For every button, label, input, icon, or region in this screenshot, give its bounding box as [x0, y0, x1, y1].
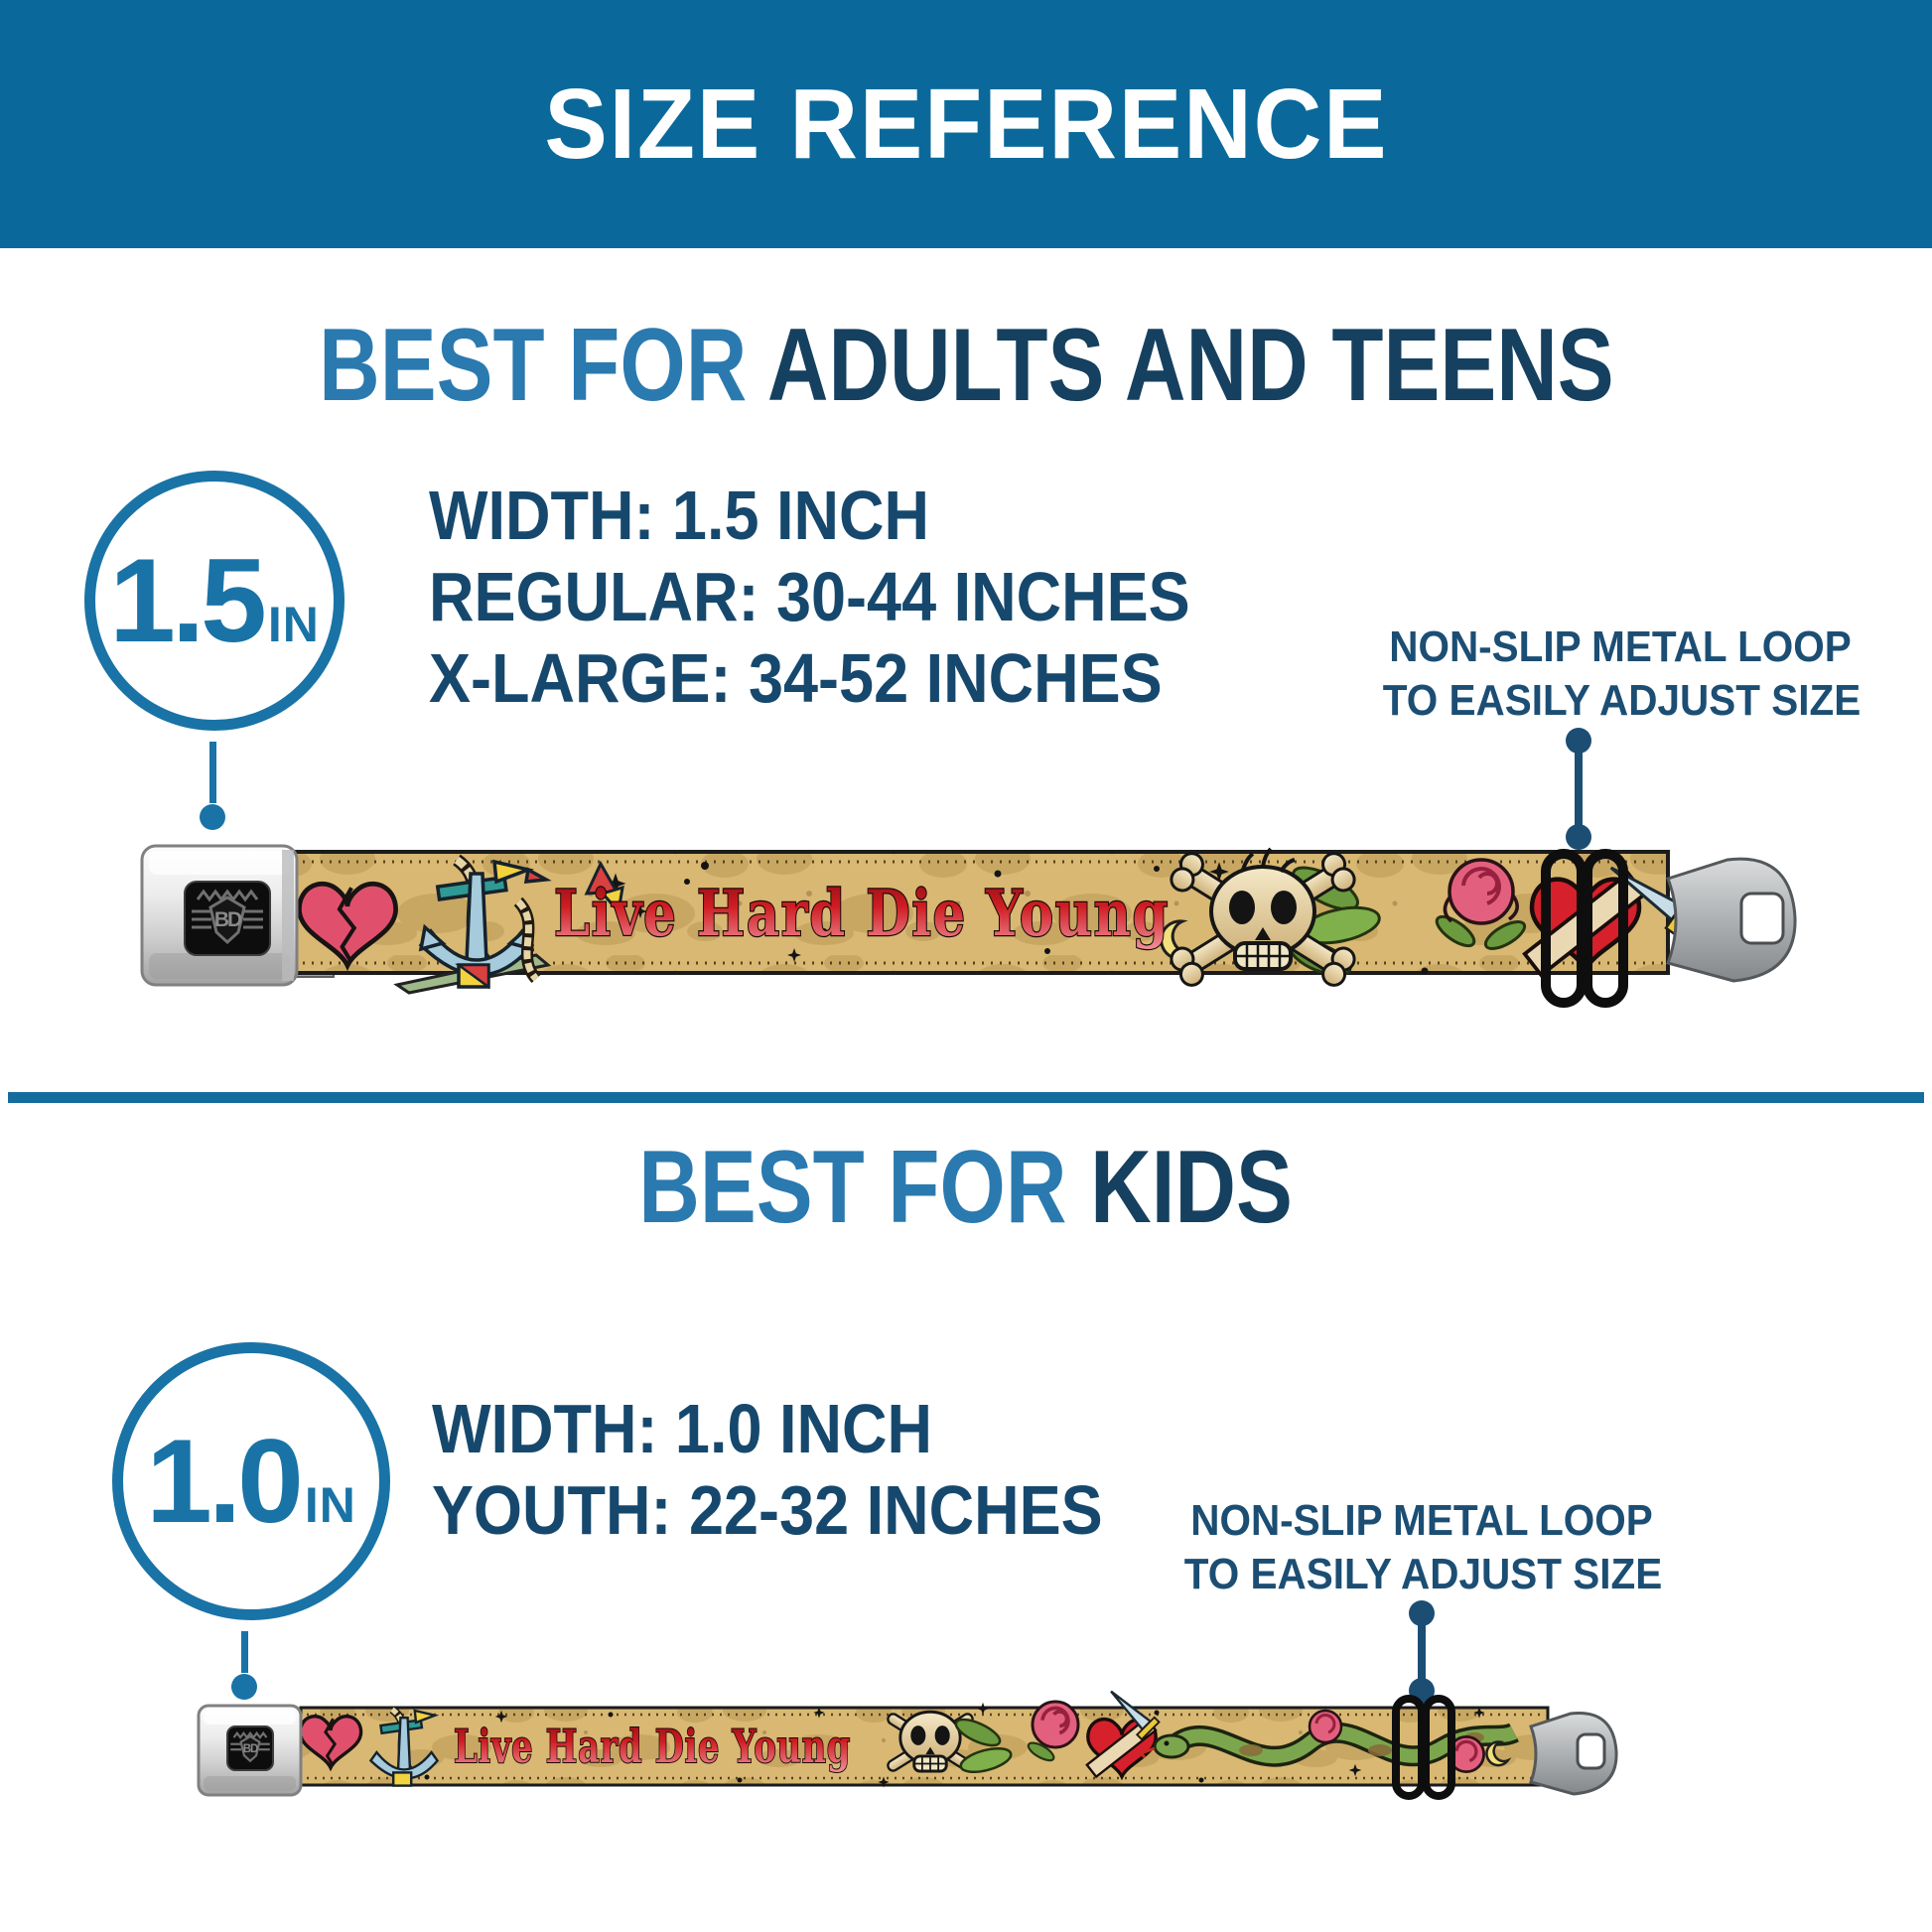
width-badge-1-5in: 1.5 IN	[84, 471, 345, 731]
kids-moon-icon	[1485, 1740, 1512, 1767]
callout-dot-bottom	[1566, 824, 1591, 850]
kids-leaves	[954, 1718, 1013, 1774]
header-banner: SIZE REFERENCE	[0, 0, 1932, 248]
heading-kids: KIDS	[1090, 1130, 1294, 1245]
badge-value-kids: 1.0	[146, 1415, 304, 1548]
spec-youth: YOUTH: 22-32 INCHES	[432, 1471, 1103, 1549]
adult-specs: WIDTH: 1.5 INCH REGULAR: 30-44 INCHES X-…	[429, 475, 1275, 719]
kids-seatbelt-buckle: BD	[197, 1704, 303, 1797]
kids-belt-slogan-text: Live Hard Die Young	[454, 1720, 851, 1773]
belt-tab-end	[1666, 857, 1797, 983]
kids-loop-callout: NON-SLIP METAL LOOP TO EASILY ADJUST SIZ…	[1164, 1494, 1680, 1601]
section-divider	[8, 1092, 1924, 1103]
rose-icon	[1435, 858, 1527, 950]
kids-buckle-monogram-text: BD	[243, 1743, 258, 1755]
buckle-logo: BD	[192, 889, 263, 945]
skull-crossbones-icon	[1170, 847, 1356, 987]
spec-xlarge: X-LARGE: 34-52 INCHES	[429, 639, 1163, 717]
kids-belt-image: Live Hard Die Young	[197, 1690, 1618, 1800]
badge-pointer-line-kids	[241, 1631, 248, 1673]
callout-line1-kids: NON-SLIP METAL LOOP	[1190, 1496, 1653, 1545]
kids-specs: WIDTH: 1.0 INCH YOUTH: 22-32 INCHES	[432, 1388, 1177, 1551]
broken-heart-icon	[297, 881, 398, 972]
heading-best-for-kids: BEST FOR	[638, 1130, 1067, 1245]
badge-pointer-dot	[200, 804, 225, 830]
section-kids-heading: BEST FOR KIDS	[0, 1132, 1932, 1243]
badge-pointer-line	[209, 742, 216, 803]
adult-belt-image: Live Hard Die Young	[140, 844, 1797, 1008]
callout-line2-kids: TO EASILY ADJUST SIZE	[1183, 1550, 1663, 1598]
width-badge-1-0in: 1.0 IN	[112, 1342, 390, 1620]
spec-regular: REGULAR: 30-44 INCHES	[429, 558, 1190, 635]
heading-adults-teens: ADULTS AND TEENS	[766, 308, 1614, 423]
adjuster-loop	[1541, 849, 1628, 1008]
kids-anchor-icon	[368, 1706, 440, 1787]
callout-line2: TO EASILY ADJUST SIZE	[1382, 676, 1862, 725]
belt-slogan-text: Live Hard Die Young	[554, 877, 1170, 951]
kids-skull-icon	[887, 1710, 974, 1773]
kids-buckle-logo: BD	[230, 1730, 270, 1763]
callout-connector-line	[1575, 741, 1583, 832]
kids-rose-right-icon	[1448, 1735, 1485, 1773]
badge-value: 1.5	[109, 534, 267, 667]
seatbelt-buckle: BD	[140, 844, 299, 987]
heading-best-for: BEST FOR	[318, 308, 747, 423]
kids-small-rose-icon	[1308, 1709, 1343, 1744]
kids-adjuster-loop	[1392, 1695, 1455, 1800]
page-title: SIZE REFERENCE	[543, 68, 1389, 180]
section-adults-heading: BEST FOR ADULTS AND TEENS	[0, 308, 1932, 423]
badge-pointer-dot-kids	[231, 1674, 257, 1700]
anchor-icon	[418, 854, 552, 990]
spec-width-kids: WIDTH: 1.0 INCH	[432, 1390, 932, 1467]
badge-unit: IN	[267, 597, 320, 652]
kids-belt-tab-end	[1529, 1711, 1618, 1796]
kids-rose-icon	[1027, 1700, 1080, 1762]
spec-width: WIDTH: 1.5 INCH	[429, 477, 929, 554]
adult-loop-callout: NON-SLIP METAL LOOP TO EASILY ADJUST SIZ…	[1362, 621, 1878, 728]
arrow-flag-icon	[584, 860, 624, 915]
badge-unit-kids: IN	[304, 1477, 356, 1533]
callout-connector-line-kids	[1418, 1613, 1426, 1685]
kids-heart-dagger-icon	[1085, 1690, 1161, 1781]
buckle-monogram-text: BD	[214, 908, 242, 931]
kids-stars-and-dots	[424, 1702, 1485, 1788]
callout-line1: NON-SLIP METAL LOOP	[1389, 622, 1852, 671]
